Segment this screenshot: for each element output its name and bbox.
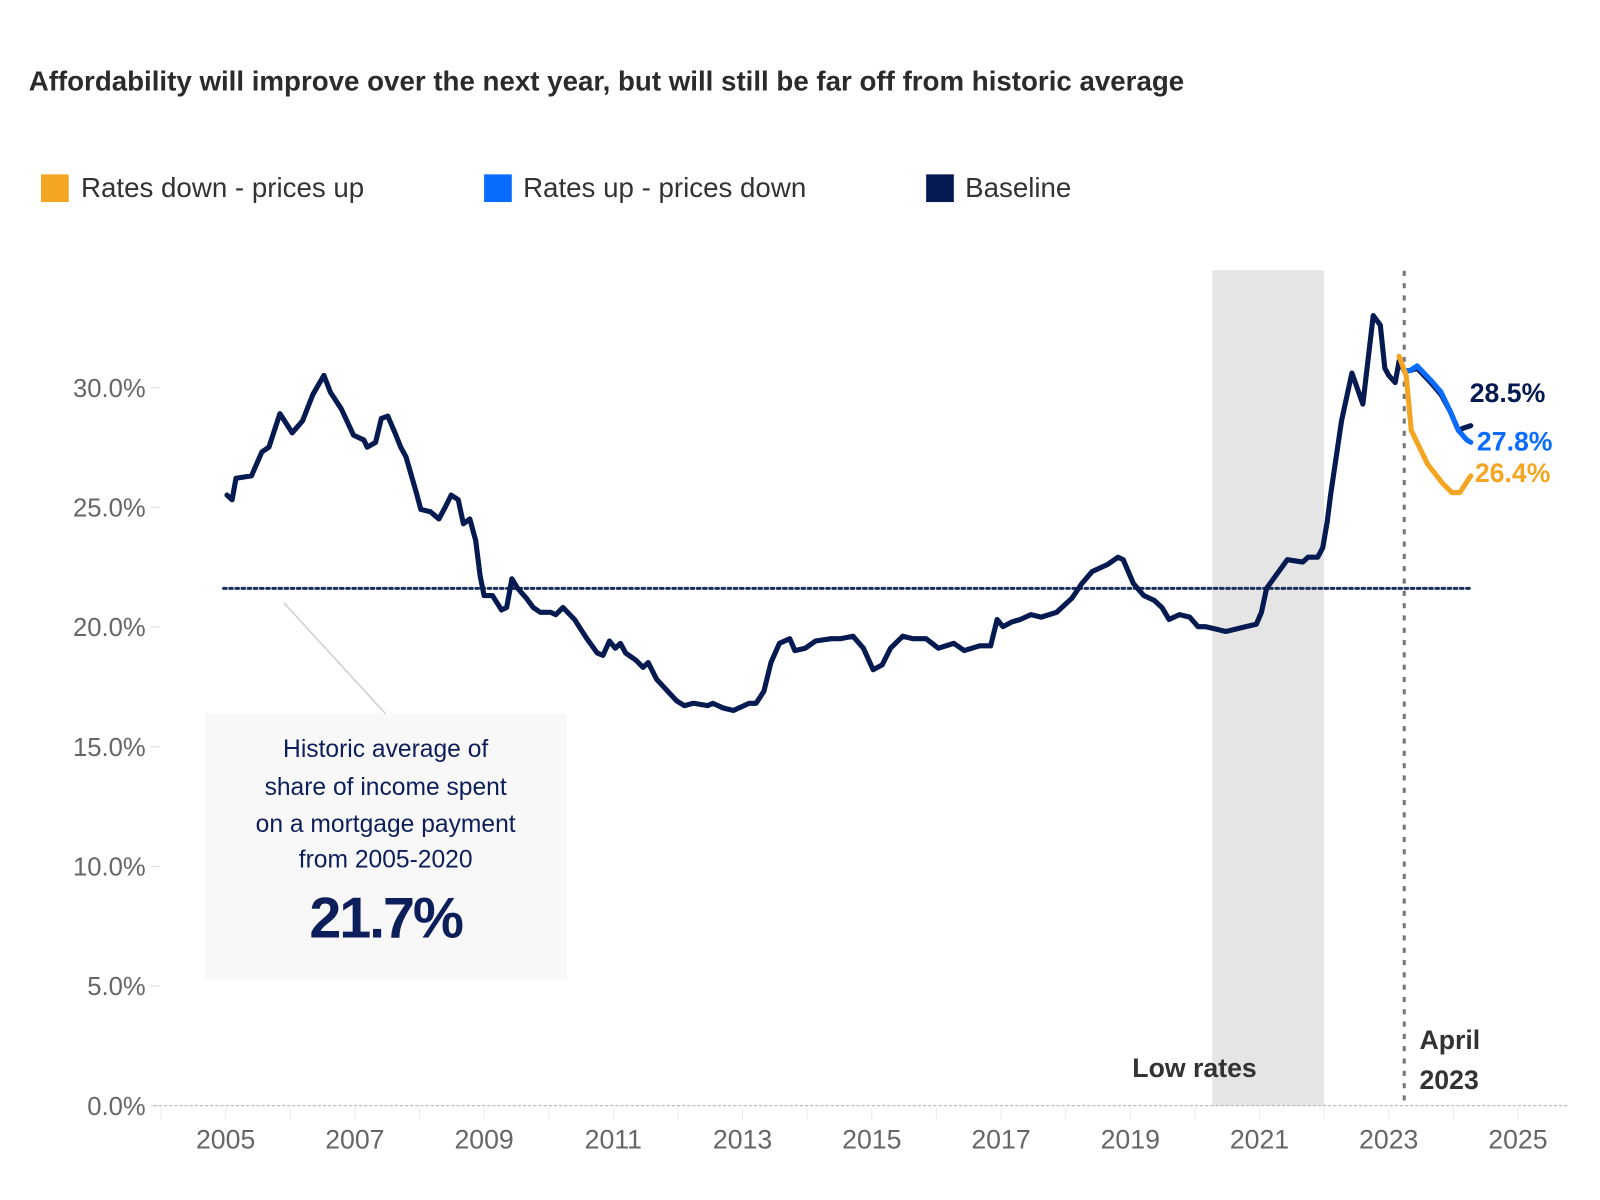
annotation-leader-line [283, 602, 387, 715]
annotation-line-4: from 2005-2020 [299, 847, 473, 874]
low-rates-label: Low rates [1132, 1053, 1256, 1083]
series-line-rates-down-prices-up [1396, 353, 1474, 496]
x-tick-label: 2015 [842, 1125, 901, 1155]
annotation-value: 21.7% [309, 886, 463, 950]
end-label-baseline: 28.5% [1470, 378, 1546, 408]
x-tick-label: 2019 [1101, 1125, 1160, 1155]
y-tick-label: 30.0% [73, 375, 146, 403]
annotation-line-3: on a mortgage payment [256, 811, 516, 838]
x-tick-label: 2025 [1488, 1125, 1547, 1155]
annotation-background [205, 713, 567, 980]
legend-label-baseline: Baseline [965, 172, 1071, 203]
legend-swatch-baseline [926, 174, 954, 203]
low-rates-shaded-region [1212, 270, 1325, 1106]
x-tick-label: 2017 [971, 1125, 1030, 1155]
annotation-line-2: share of income spent [265, 774, 507, 801]
legend-swatch-rates-up [484, 174, 512, 203]
x-tick-label: 2023 [1359, 1125, 1418, 1155]
annotation-box: Historic average of share of income spen… [205, 602, 567, 980]
year-2023-label: 2023 [1419, 1065, 1478, 1095]
y-tick-label: 10.0% [73, 854, 146, 882]
x-tick-label: 2007 [325, 1125, 384, 1155]
y-tick-label: 25.0% [73, 495, 146, 523]
x-tick-label: 2011 [585, 1125, 642, 1155]
y-tick-label: 0.0% [87, 1093, 145, 1121]
legend-label-rates-down: Rates down - prices up [81, 172, 364, 203]
y-tick-label: 20.0% [73, 614, 146, 642]
y-tick-label: 15.0% [73, 734, 146, 762]
x-tick-label: 2013 [713, 1125, 772, 1155]
x-tick-label: 2009 [454, 1125, 513, 1155]
y-tick-label: 5.0% [87, 973, 145, 1001]
legend-label-rates-up: Rates up - prices down [523, 172, 806, 203]
annotation-line-1: Historic average of [283, 736, 488, 763]
x-tick-label: 2021 [1230, 1125, 1289, 1155]
legend-swatch-rates-down [41, 174, 69, 203]
x-tick-label: 2005 [196, 1125, 255, 1155]
end-label-rates-down: 26.4% [1475, 458, 1551, 488]
chart-title: Affordability will improve over the next… [29, 65, 1184, 96]
series-line-rates-up-prices-down [1401, 363, 1474, 445]
end-label-rates-up: 27.8% [1477, 426, 1553, 456]
april-label: April [1419, 1025, 1480, 1055]
legend: Rates down - prices up Rates up - prices… [41, 172, 1071, 203]
series-line-baseline [224, 313, 1474, 714]
